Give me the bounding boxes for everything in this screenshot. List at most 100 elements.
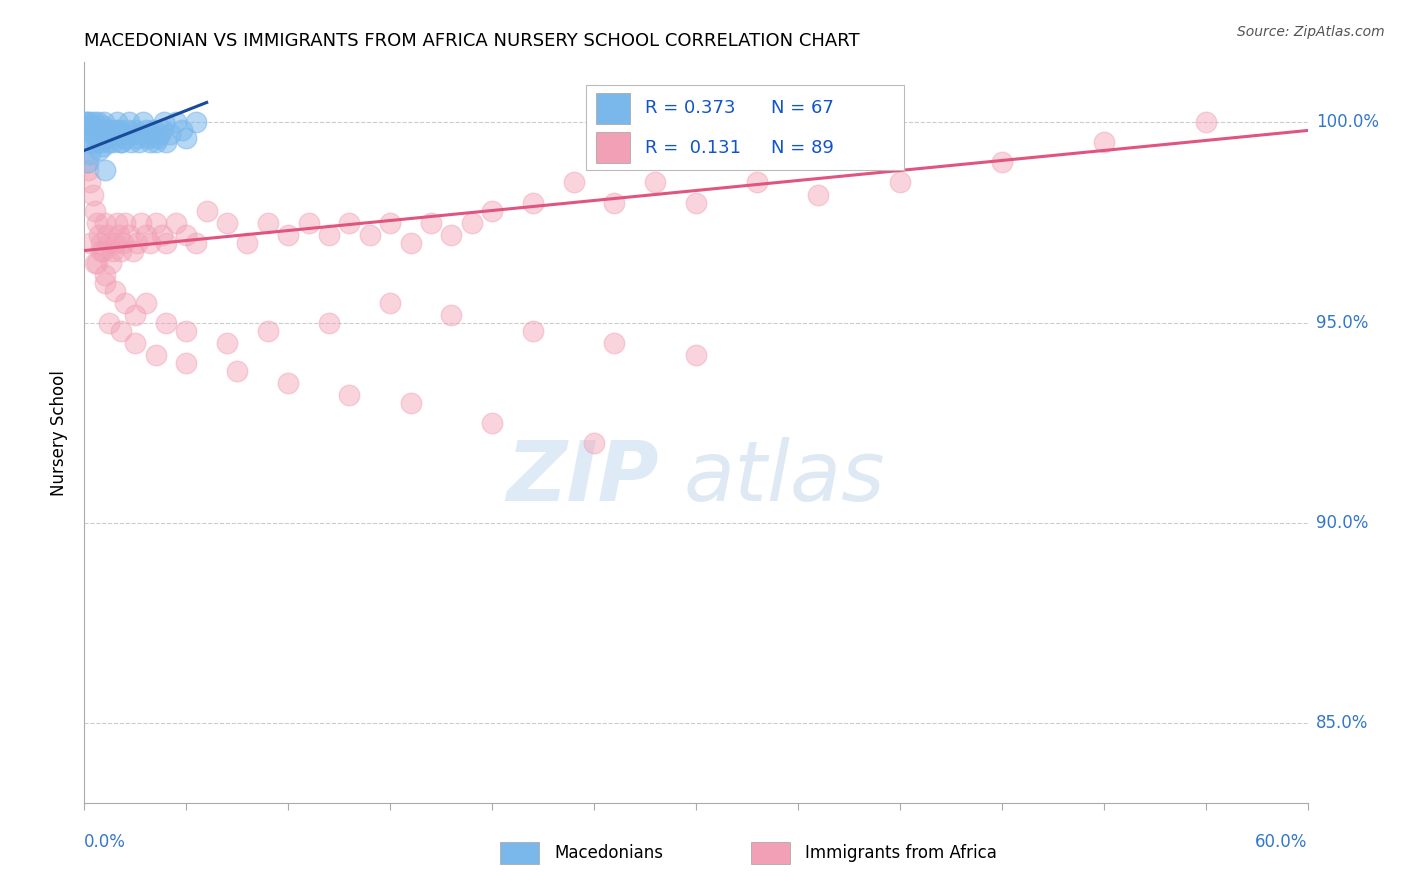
Point xyxy=(359,227,381,242)
Point xyxy=(889,176,911,190)
Point xyxy=(195,203,218,218)
Point xyxy=(685,348,707,362)
Point xyxy=(91,120,114,134)
Point xyxy=(807,187,830,202)
Point xyxy=(991,155,1014,169)
Point xyxy=(141,128,163,142)
Point xyxy=(127,131,149,145)
Text: R = 0.373: R = 0.373 xyxy=(644,99,735,118)
Point xyxy=(155,316,177,330)
Text: Macedonians: Macedonians xyxy=(554,844,664,863)
Point xyxy=(86,255,108,269)
Point xyxy=(97,128,120,142)
Point xyxy=(83,203,105,218)
Point xyxy=(128,136,150,150)
FancyBboxPatch shape xyxy=(596,132,630,163)
Point xyxy=(80,128,103,142)
Point xyxy=(83,128,105,142)
Point xyxy=(440,308,463,322)
Point xyxy=(583,435,606,450)
Point xyxy=(277,376,299,390)
Point xyxy=(603,195,626,210)
Point xyxy=(685,195,707,210)
Point xyxy=(79,235,101,250)
Point xyxy=(114,295,136,310)
Point xyxy=(93,115,115,129)
Point xyxy=(172,123,194,137)
Point xyxy=(112,235,135,250)
FancyBboxPatch shape xyxy=(751,842,790,864)
Text: 100.0%: 100.0% xyxy=(1316,113,1379,131)
Point xyxy=(644,176,666,190)
Point xyxy=(108,123,131,137)
Point xyxy=(77,123,100,137)
Point xyxy=(149,128,172,142)
Point xyxy=(75,115,97,129)
Point xyxy=(105,115,128,129)
Point xyxy=(217,215,239,229)
Point xyxy=(138,235,160,250)
Point xyxy=(165,215,187,229)
Point xyxy=(101,128,124,142)
Point xyxy=(110,324,132,338)
Point xyxy=(114,215,136,229)
Point xyxy=(186,235,208,250)
Point xyxy=(298,215,321,229)
Point xyxy=(186,115,208,129)
Point xyxy=(104,235,127,250)
Point xyxy=(1092,136,1115,150)
Point xyxy=(318,316,340,330)
Point xyxy=(165,115,187,129)
Point xyxy=(145,136,167,150)
Point xyxy=(87,144,110,158)
Point xyxy=(440,227,463,242)
Point xyxy=(90,131,112,145)
Point xyxy=(100,255,122,269)
Point xyxy=(105,123,128,137)
Point xyxy=(150,123,173,137)
Point xyxy=(318,227,340,242)
Point xyxy=(150,227,173,242)
Point xyxy=(90,244,112,258)
Point xyxy=(101,244,124,258)
Point xyxy=(82,187,104,202)
FancyBboxPatch shape xyxy=(501,842,540,864)
Point xyxy=(1195,115,1218,129)
Point xyxy=(135,123,157,137)
FancyBboxPatch shape xyxy=(596,93,630,124)
Point xyxy=(145,215,167,229)
Point xyxy=(110,244,132,258)
Point xyxy=(174,355,197,369)
Point xyxy=(115,123,138,137)
Point xyxy=(96,227,118,242)
Point xyxy=(110,136,132,150)
Point xyxy=(77,163,100,178)
Point xyxy=(132,115,155,129)
Point xyxy=(155,235,177,250)
Point xyxy=(481,203,503,218)
Text: Source: ZipAtlas.com: Source: ZipAtlas.com xyxy=(1237,25,1385,39)
Point xyxy=(122,128,145,142)
Point xyxy=(93,276,115,290)
Point xyxy=(87,227,110,242)
Point xyxy=(118,115,141,129)
Point xyxy=(79,147,101,161)
Point xyxy=(153,115,176,129)
Point xyxy=(131,128,153,142)
Point xyxy=(136,131,159,145)
Point xyxy=(93,123,115,137)
Point xyxy=(91,244,114,258)
Point xyxy=(104,128,127,142)
Text: 95.0%: 95.0% xyxy=(1316,314,1368,332)
Point xyxy=(90,128,112,142)
Point xyxy=(155,136,177,150)
Point xyxy=(83,123,105,137)
Point xyxy=(124,123,146,137)
Point xyxy=(114,131,136,145)
Point xyxy=(79,115,101,129)
Point xyxy=(174,131,197,145)
Text: MACEDONIAN VS IMMIGRANTS FROM AFRICA NURSERY SCHOOL CORRELATION CHART: MACEDONIAN VS IMMIGRANTS FROM AFRICA NUR… xyxy=(84,32,860,50)
Point xyxy=(83,115,105,129)
Point xyxy=(522,324,544,338)
Point xyxy=(217,335,239,350)
